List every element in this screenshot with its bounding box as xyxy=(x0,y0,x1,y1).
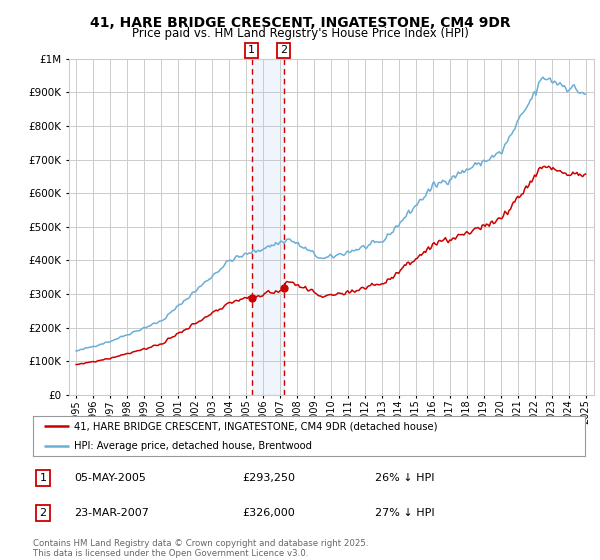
Text: 05-MAY-2005: 05-MAY-2005 xyxy=(74,473,146,483)
Text: 2: 2 xyxy=(40,508,46,518)
Text: 27% ↓ HPI: 27% ↓ HPI xyxy=(375,508,435,518)
Text: 41, HARE BRIDGE CRESCENT, INGATESTONE, CM4 9DR: 41, HARE BRIDGE CRESCENT, INGATESTONE, C… xyxy=(89,16,511,30)
Bar xyxy=(251,59,284,395)
Text: 26% ↓ HPI: 26% ↓ HPI xyxy=(375,473,435,483)
Text: HPI: Average price, detached house, Brentwood: HPI: Average price, detached house, Bren… xyxy=(74,441,313,451)
Text: 1: 1 xyxy=(40,473,46,483)
Text: 41, HARE BRIDGE CRESCENT, INGATESTONE, CM4 9DR (detached house): 41, HARE BRIDGE CRESCENT, INGATESTONE, C… xyxy=(74,421,438,431)
Text: £293,250: £293,250 xyxy=(243,473,296,483)
Text: Contains HM Land Registry data © Crown copyright and database right 2025.
This d: Contains HM Land Registry data © Crown c… xyxy=(33,539,368,558)
Text: 23-MAR-2007: 23-MAR-2007 xyxy=(74,508,149,518)
Text: 2: 2 xyxy=(280,45,287,55)
Text: £326,000: £326,000 xyxy=(243,508,296,518)
Text: Price paid vs. HM Land Registry's House Price Index (HPI): Price paid vs. HM Land Registry's House … xyxy=(131,27,469,40)
Text: 1: 1 xyxy=(248,45,255,55)
